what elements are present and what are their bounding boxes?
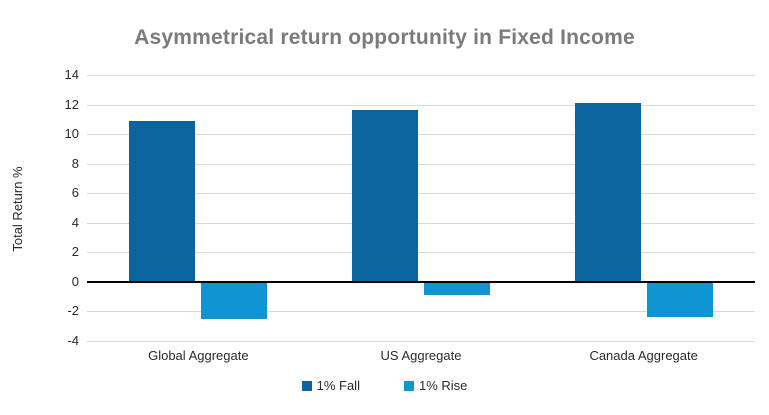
y-tick-label: 0 (71, 273, 79, 289)
x-category-label: US Aggregate (380, 348, 462, 363)
y-tick-label: -2 (67, 303, 79, 319)
x-category-label: Global Aggregate (148, 348, 249, 363)
y-tick-label: 14 (64, 67, 79, 82)
legend-swatch-icon (403, 380, 414, 391)
bar-1-rise (201, 281, 268, 319)
x-axis-zero-line (87, 280, 755, 283)
x-category-label: Canada Aggregate (589, 348, 698, 363)
bar-1-rise (646, 281, 713, 318)
y-tick-label: 2 (71, 244, 79, 260)
gridline (87, 75, 755, 76)
bar-1-rise (424, 281, 490, 296)
gridline (87, 311, 755, 313)
y-axis-title: Total Return % (10, 166, 25, 252)
legend-label: 1% Fall (316, 378, 360, 393)
bar-1-fall (574, 103, 641, 282)
y-tick-label: 8 (71, 155, 79, 171)
y-tick-label: 10 (64, 126, 79, 142)
y-tick-label: 6 (71, 185, 79, 201)
y-tick-label: 12 (64, 96, 79, 112)
legend: 1% Fall 1% Rise (0, 378, 769, 393)
legend-swatch-icon (301, 380, 312, 391)
bar-1-fall (352, 110, 418, 282)
y-tick-label: 4 (71, 214, 79, 230)
gridline (87, 104, 755, 106)
gridline (87, 341, 755, 342)
legend-item: 1% Fall (301, 378, 360, 393)
gridline (87, 193, 755, 195)
gridline (87, 163, 755, 165)
gridline (87, 222, 755, 224)
legend-label: 1% Rise (418, 378, 468, 393)
legend-item: 1% Rise (403, 378, 468, 393)
gridline (87, 134, 755, 136)
y-tick-label: -4 (67, 333, 79, 348)
gridline (87, 252, 755, 254)
chart-title: Asymmetrical return opportunity in Fixed… (134, 26, 635, 49)
bar-1-fall (129, 120, 196, 282)
